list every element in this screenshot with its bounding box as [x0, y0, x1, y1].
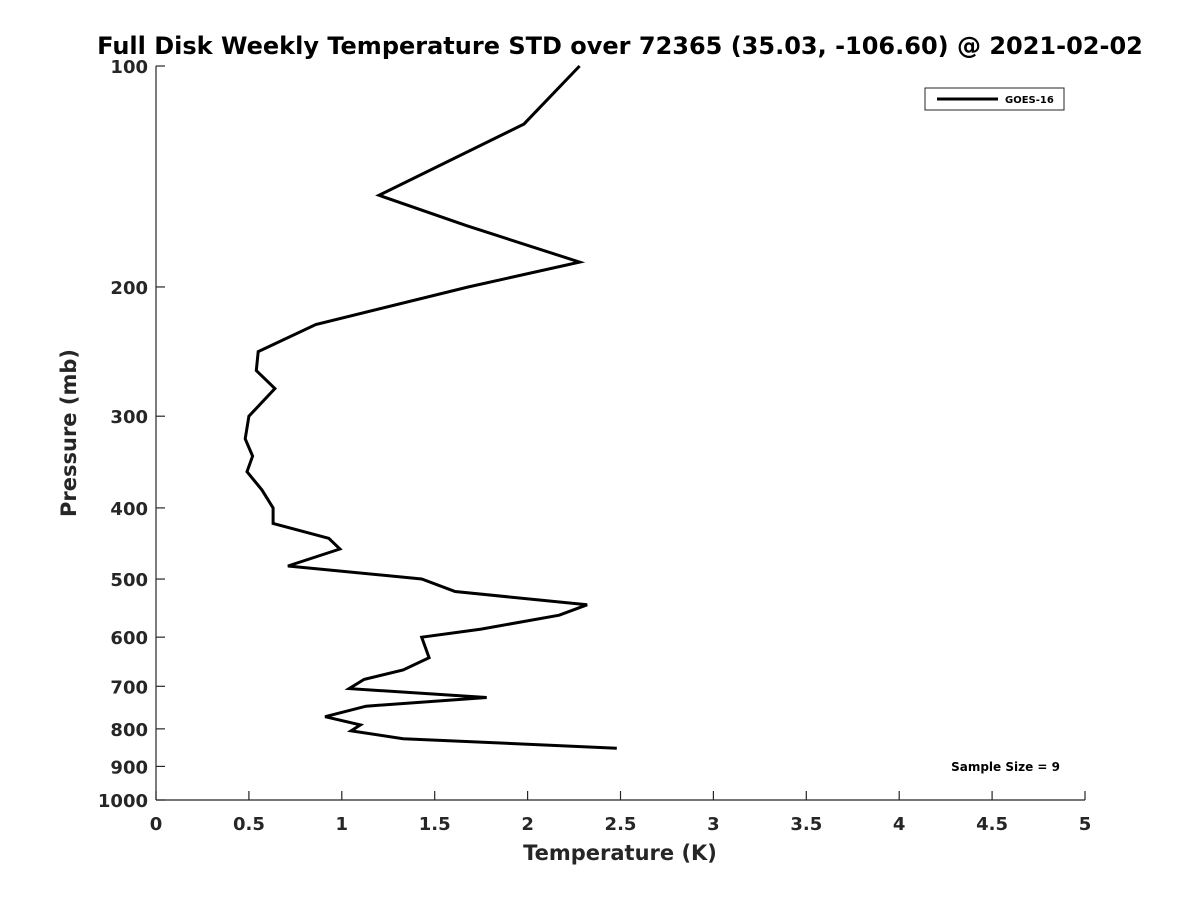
- x-tick-label: 3: [707, 814, 720, 835]
- y-tick-label: 400: [110, 499, 148, 520]
- x-tick-label: 1: [336, 814, 349, 835]
- x-tick-label: 0.5: [233, 814, 265, 835]
- y-tick-label: 100: [110, 57, 148, 78]
- y-tick-label: 900: [110, 757, 148, 778]
- y-axis-label: Pressure (mb): [57, 349, 81, 517]
- y-tick-label: 700: [110, 677, 148, 698]
- x-tick-label: 2: [521, 814, 534, 835]
- y-tick-label: 800: [110, 720, 148, 741]
- series-layer: [243, 64, 617, 750]
- y-tick-label: 500: [110, 570, 148, 591]
- y-tick-label: 300: [110, 407, 148, 428]
- x-tick-label: 2.5: [605, 814, 637, 835]
- x-axis-label: Temperature (K): [523, 841, 717, 865]
- x-tick-label: 0: [150, 814, 163, 835]
- x-tick-label: 3.5: [790, 814, 822, 835]
- legend: GOES-16: [924, 87, 1065, 111]
- x-tick-label: 5: [1079, 814, 1092, 835]
- y-tick-label: 1000: [98, 791, 148, 812]
- y-tick-label: 200: [110, 278, 148, 299]
- legend-label-goes-16: GOES-16: [1005, 95, 1054, 106]
- chart-title: Full Disk Weekly Temperature STD over 72…: [97, 32, 1143, 60]
- x-tick-label: 4.5: [976, 814, 1008, 835]
- plot-area: 0 0.5 1 1.5 2 2.5 3 3.5 4 4.5 5 100 200 300 400 500 600…: [98, 57, 1091, 835]
- y-tick-label: 600: [110, 628, 148, 649]
- x-tick-label: 4: [893, 814, 906, 835]
- x-axis-ticks: 0 0.5 1 1.5 2 2.5 3 3.5 4 4.5 5: [150, 791, 1092, 835]
- y-axis-ticks: 100 200 300 400 500 600 700 800 900 1000: [98, 57, 165, 812]
- series-line-goes-16: [243, 64, 617, 750]
- x-tick-label: 1.5: [419, 814, 451, 835]
- sample-size-annotation: Sample Size = 9: [951, 760, 1060, 774]
